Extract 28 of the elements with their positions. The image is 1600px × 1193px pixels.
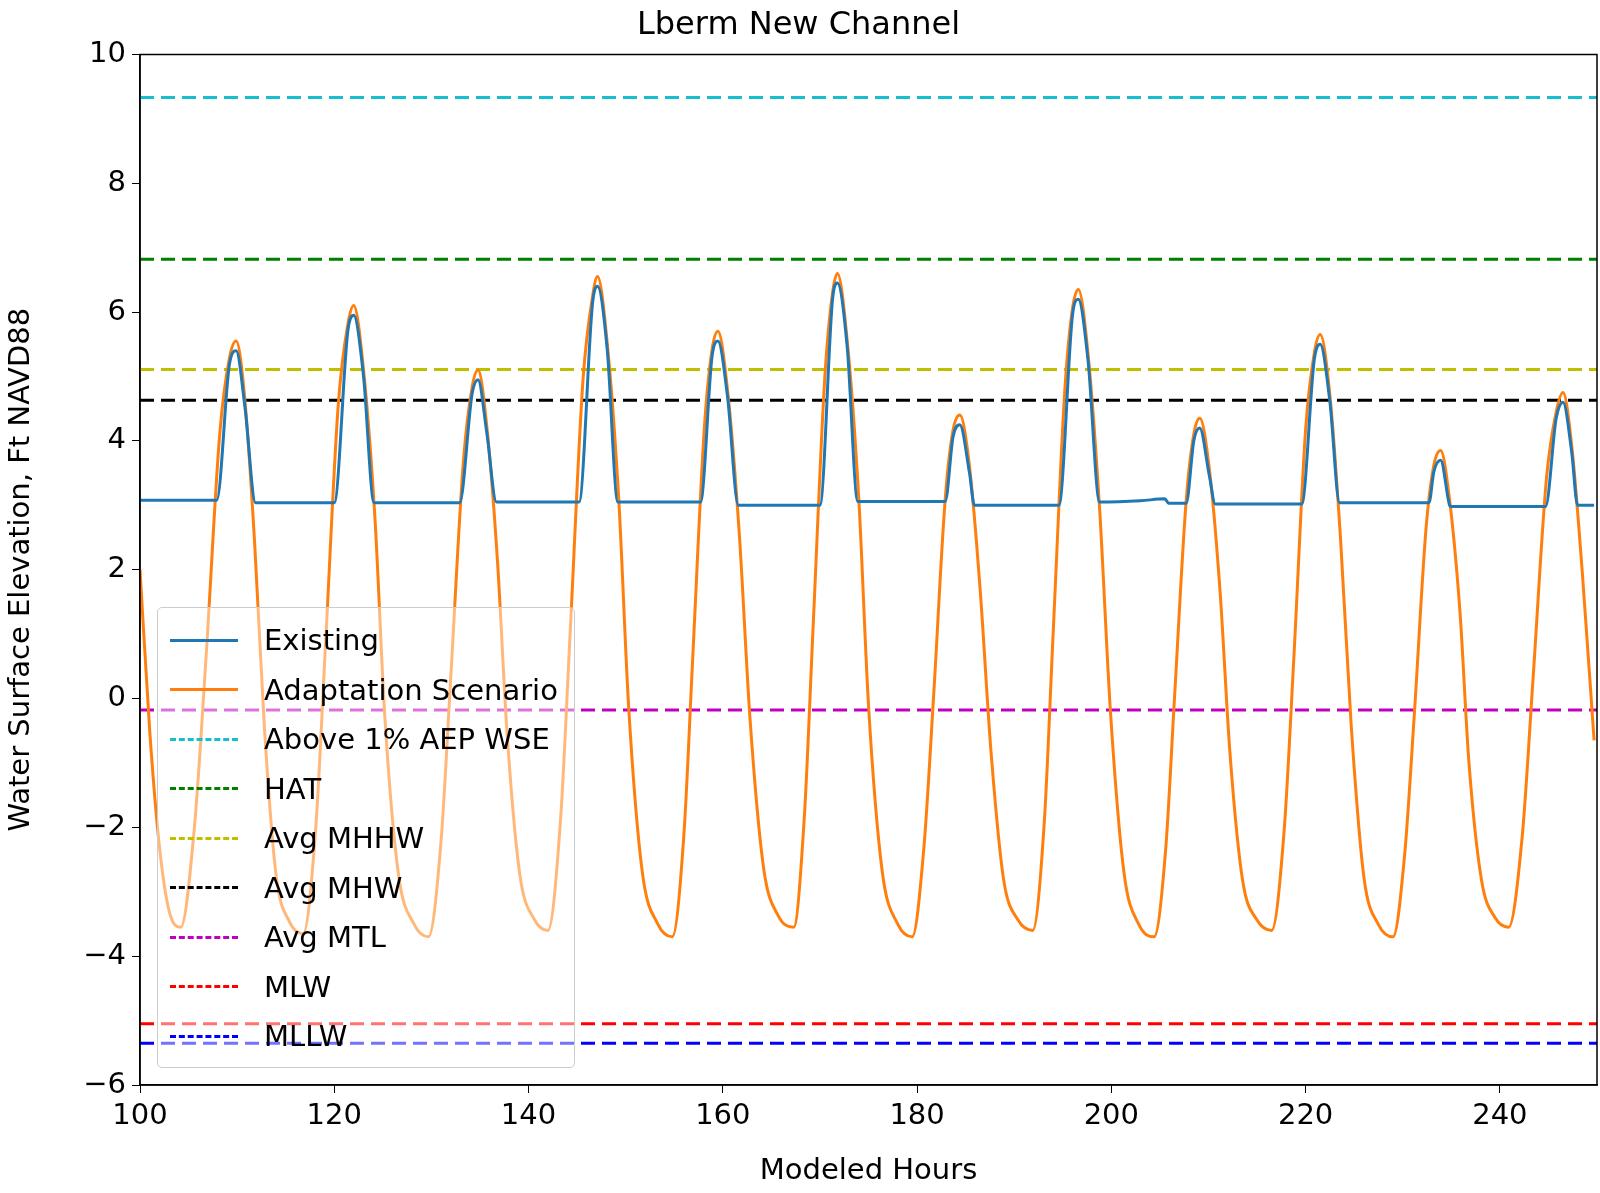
y-tick-label: −4 [83,936,126,971]
y-tick-label: 2 [107,550,126,585]
x-tick-label: 220 [1277,1096,1334,1131]
x-tick-label: 140 [500,1096,557,1131]
legend-label: MLW [264,969,332,1004]
chart-title: Lberm New Channel [636,3,961,42]
legend-label: Above 1% AEP WSE [264,722,550,757]
legend-label: Avg MHHW [264,821,425,856]
x-tick-label: 120 [306,1096,362,1131]
x-tick-label: 160 [695,1096,751,1131]
legend-label: Avg MTL [264,920,386,955]
ref-line-label: MLLW [264,1019,348,1054]
x-tick-label: 200 [1083,1096,1140,1131]
line-series [140,281,1596,509]
y-axis-title: Water Surface Elevation, Ft NAVD88 [1,307,36,832]
y-tick-label: −2 [83,807,126,842]
y-tick-label: 0 [107,679,126,714]
legend-label: Avg MHW [264,870,403,905]
legend-label: Existing [264,623,379,658]
legend-label: Adaptation Scenario [264,672,558,707]
legend-label: HAT [264,771,322,806]
y-tick-label: 10 [89,34,126,69]
x-axis-title: Modeled Hours [759,1152,978,1187]
x-tick-label: 240 [1472,1096,1528,1131]
x-tick-label: 180 [889,1096,945,1131]
y-tick-label: 4 [107,421,126,456]
y-tick-label: 8 [107,163,126,198]
y-tick-label: 6 [107,292,126,327]
